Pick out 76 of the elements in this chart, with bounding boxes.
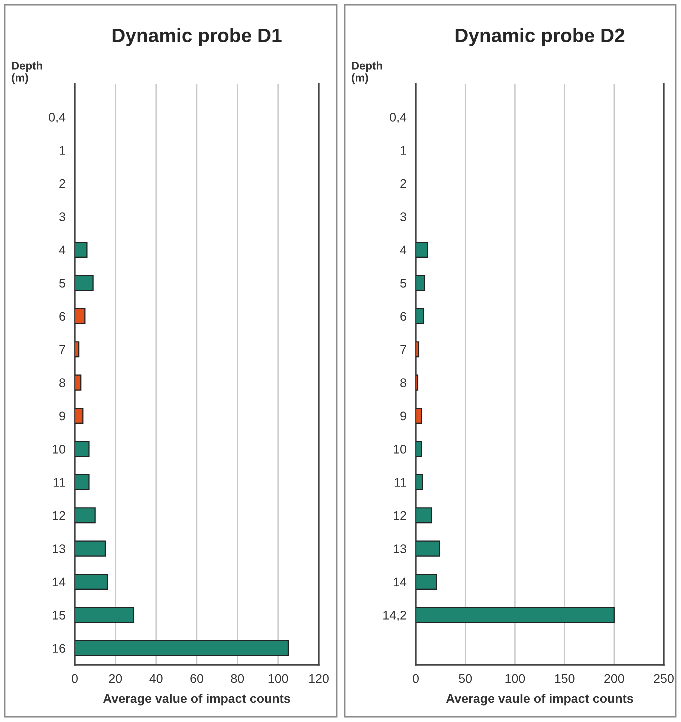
- chart-title: Dynamic probe D1: [112, 28, 282, 46]
- bar: [416, 408, 423, 424]
- x-tick-label: 0: [72, 674, 78, 684]
- y-axis-title: Depth (m): [352, 62, 382, 84]
- bar: [75, 441, 90, 458]
- y-tick-label: 12: [394, 511, 406, 520]
- y-tick-label: 10: [394, 445, 406, 454]
- y-tick-label: 1: [400, 146, 406, 155]
- y-tick-label: 7: [60, 346, 66, 354]
- bar: [75, 408, 84, 424]
- bar: [75, 508, 96, 524]
- x-tick-label: 50: [459, 674, 472, 684]
- y-tick-label: 16: [53, 644, 66, 654]
- x-tick-label: 250: [654, 674, 674, 684]
- y-tick-label: 5: [400, 279, 406, 288]
- y-tick-label: 3: [400, 212, 406, 222]
- x-axis-title: Average value of impact counts: [103, 694, 290, 706]
- y-tick-label: 13: [53, 544, 66, 554]
- bar: [75, 607, 135, 624]
- bar: [75, 308, 86, 324]
- y-tick-label: 2: [400, 179, 406, 188]
- bar: [75, 275, 94, 292]
- bar: [416, 342, 420, 358]
- y-tick-label: 5: [60, 279, 66, 288]
- bar: [416, 574, 438, 590]
- y-tick-label: 14,2: [384, 611, 406, 622]
- y-tick-label: 0,4: [49, 113, 66, 124]
- y-tick-label: 13: [394, 544, 406, 554]
- y-tick-label: 6: [400, 312, 406, 322]
- bar: [75, 640, 290, 656]
- x-tick-label: 20: [109, 674, 122, 684]
- bar: [75, 474, 90, 490]
- bar: [75, 342, 80, 358]
- x-tick-label: 200: [604, 674, 624, 684]
- x-tick-label: 150: [555, 674, 575, 684]
- bar: [75, 574, 108, 590]
- bar: [416, 540, 440, 557]
- y-tick-label: 11: [54, 478, 66, 487]
- x-tick-label: 0: [413, 674, 419, 684]
- x-tick-label: 100: [268, 674, 288, 684]
- y-tick-label: 8: [400, 378, 406, 388]
- bar: [75, 540, 106, 557]
- y-tick-label: 0,4: [390, 113, 407, 124]
- x-tick-label: 100: [506, 674, 526, 684]
- x-tick-label: 40: [150, 674, 163, 684]
- y-tick-label: 9: [60, 412, 66, 421]
- chart-title: Dynamic probe D2: [456, 28, 625, 46]
- y-tick-label: 14: [53, 578, 66, 587]
- x-tick-label: 80: [231, 674, 244, 684]
- bar: [416, 308, 424, 324]
- y-tick-label: 7: [400, 346, 406, 354]
- x-tick-label: 60: [190, 674, 204, 684]
- bar: [416, 607, 615, 624]
- y-tick-label: 12: [53, 511, 66, 520]
- y-tick-label: 6: [60, 312, 66, 322]
- bar: [416, 275, 426, 292]
- y-axis-title: Depth (m): [12, 62, 42, 84]
- bar: [416, 508, 432, 524]
- y-tick-label: 9: [400, 412, 406, 421]
- y-tick-label: 4: [59, 246, 66, 255]
- y-tick-label: 8: [60, 378, 66, 388]
- bar: [75, 374, 82, 391]
- bar: [416, 242, 428, 258]
- bar: [416, 441, 423, 458]
- x-tick-label: 120: [310, 674, 329, 684]
- y-tick-label: 10: [53, 445, 66, 454]
- y-tick-label: 3: [60, 212, 66, 222]
- y-tick-label: 14: [394, 578, 407, 587]
- x-axis-title: Average vaule of impact counts: [446, 694, 634, 706]
- y-tick-label: 2: [60, 179, 66, 188]
- y-tick-label: 4: [400, 246, 407, 255]
- y-tick-label: 15: [53, 611, 66, 620]
- y-tick-label: 1: [60, 146, 66, 155]
- bar: [416, 474, 424, 490]
- y-tick-label: 11: [394, 478, 406, 487]
- bar: [75, 242, 88, 258]
